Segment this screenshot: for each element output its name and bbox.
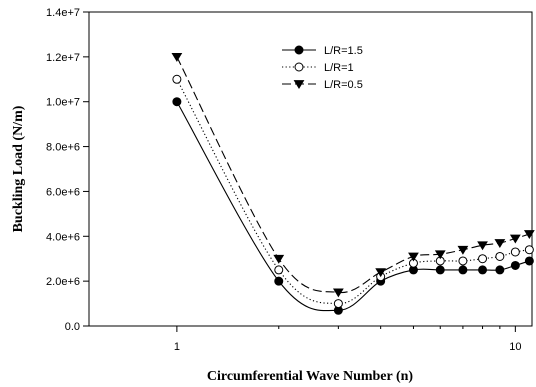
- data-point-series-2: [494, 239, 506, 249]
- data-point-series-2: [434, 250, 446, 260]
- series-line-2: [176, 56, 530, 293]
- data-point-series-2: [273, 254, 285, 264]
- data-point-series-1: [524, 245, 534, 255]
- y-tick-label: 1.0e+7: [46, 97, 80, 109]
- y-tick-label: 8.0e+6: [46, 142, 80, 154]
- legend-marker: [293, 80, 305, 90]
- y-tick-label: 6.0e+6: [46, 186, 80, 198]
- data-point-series-0: [510, 260, 520, 270]
- x-axis-title: Circumferential Wave Number (n): [207, 369, 414, 384]
- y-tick-label: 2.0e+6: [46, 276, 80, 288]
- data-point-series-0: [478, 265, 488, 275]
- data-point-series-0: [435, 265, 445, 275]
- data-point-series-2: [375, 268, 387, 278]
- data-point-series-2: [332, 288, 344, 298]
- legend-label: L/R=1.5: [324, 45, 363, 57]
- legend-marker: [294, 62, 304, 72]
- data-point-series-2: [408, 252, 419, 262]
- data-point-series-2: [509, 234, 521, 244]
- data-point-series-1: [495, 251, 505, 261]
- data-point-series-1: [172, 74, 182, 84]
- y-tick-label: 0.0: [65, 321, 80, 333]
- data-point-series-0: [524, 256, 534, 266]
- data-point-series-1: [274, 265, 284, 275]
- data-point-series-0: [274, 276, 284, 286]
- data-point-series-0: [495, 265, 505, 275]
- legend-label: L/R=0.5: [324, 79, 363, 91]
- x-tick-label: 1: [174, 341, 180, 353]
- data-point-series-0: [172, 97, 182, 107]
- y-tick-label: 1.4e+7: [46, 7, 80, 19]
- series-markers: [171, 52, 535, 315]
- y-axis-title: Buckling Load (N/m): [11, 105, 26, 232]
- y-tick-label: 1.2e+7: [46, 52, 80, 64]
- data-point-series-2: [477, 241, 488, 251]
- plot-frame: [88, 11, 533, 327]
- data-point-series-1: [458, 256, 468, 266]
- series-curves: [176, 56, 530, 312]
- data-point-series-2: [171, 52, 183, 62]
- data-point-series-0: [458, 265, 468, 275]
- data-point-series-1: [510, 247, 520, 257]
- data-point-series-2: [457, 245, 469, 255]
- legend-label: L/R=1: [324, 62, 354, 74]
- y-tick-label: 4.0e+6: [46, 231, 80, 243]
- data-point-series-1: [333, 299, 343, 309]
- data-point-series-2: [523, 230, 535, 240]
- legend: L/R=1.5 L/R=1 L/R=0.5: [282, 45, 363, 91]
- series-line-0: [176, 101, 530, 312]
- axis-ticks: 0.0 2.0e+6 4.0e+6 6.0e+6 8.0e+6 1.0e+7 1.2e+7 1…: [46, 7, 521, 353]
- legend-marker: [294, 45, 304, 55]
- data-point-series-1: [478, 254, 488, 264]
- x-tick-label: 10: [509, 341, 521, 353]
